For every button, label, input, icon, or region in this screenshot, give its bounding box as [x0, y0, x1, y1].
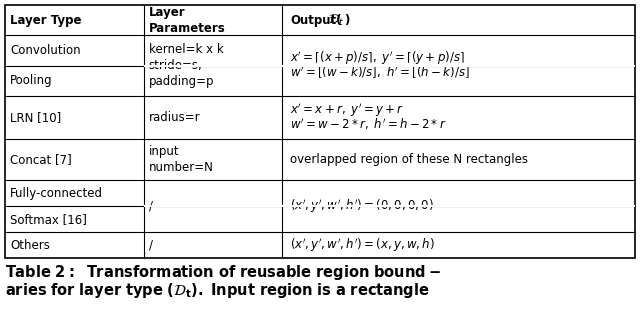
Text: input
number=N: input number=N — [148, 145, 214, 174]
Text: $\bf{aries\ for\ layer\ type\ (\mathcal{D}_t).\ Input\ region\ is\ a\ rectangle}: $\bf{aries\ for\ layer\ type\ (\mathcal{… — [5, 281, 429, 300]
Text: $\bf{Table\ 2:}$  $\bf{Transformation\ of\ reusable\ region\ bound-}$: $\bf{Table\ 2:}$ $\bf{Transformation\ of… — [5, 264, 441, 283]
Text: radius=r: radius=r — [148, 111, 200, 124]
Text: $(x', y', w', h') = (x, y, w, h)$: $(x', y', w', h') = (x, y, w, h)$ — [290, 236, 435, 254]
Text: /: / — [148, 200, 152, 213]
Text: /: / — [148, 239, 152, 252]
Text: $w' = w - 2*r,\ h' = h - 2*r$: $w' = w - 2*r,\ h' = h - 2*r$ — [290, 117, 447, 132]
Text: overlapped region of these N rectangles: overlapped region of these N rectangles — [290, 153, 528, 166]
Text: $w' = \lfloor(w - k)/s\rfloor,\ h' = \lfloor(h - k)/s\rfloor$: $w' = \lfloor(w - k)/s\rfloor,\ h' = \lf… — [290, 64, 470, 81]
Text: Concat [7]: Concat [7] — [10, 153, 72, 166]
Text: Layer
Parameters: Layer Parameters — [148, 6, 225, 35]
Text: Layer Type: Layer Type — [10, 14, 81, 27]
Text: Pooling: Pooling — [10, 74, 52, 87]
Text: Output(: Output( — [290, 14, 342, 27]
Text: $(x', y', w', h') = (0, 0, 0, 0)$: $(x', y', w', h') = (0, 0, 0, 0)$ — [290, 198, 434, 215]
Text: $x' = \lceil(x + p)/s\rceil,\ y' = \lceil(y + p)/s\rceil$: $x' = \lceil(x + p)/s\rceil,\ y' = \lcei… — [290, 50, 465, 67]
Text: Convolution: Convolution — [10, 44, 81, 57]
Text: Fully-connected: Fully-connected — [10, 187, 103, 200]
Text: ): ) — [344, 14, 349, 27]
Text: kernel=k x k
stride=s,
padding=p: kernel=k x k stride=s, padding=p — [148, 43, 223, 88]
Text: Softmax [16]: Softmax [16] — [10, 213, 87, 226]
Text: LRN [10]: LRN [10] — [10, 111, 61, 124]
Text: Others: Others — [10, 239, 50, 252]
Text: $x' = x + r,\ y' = y + r$: $x' = x + r,\ y' = y + r$ — [290, 102, 404, 119]
Text: $\mathcal{D}_t$: $\mathcal{D}_t$ — [328, 13, 345, 28]
